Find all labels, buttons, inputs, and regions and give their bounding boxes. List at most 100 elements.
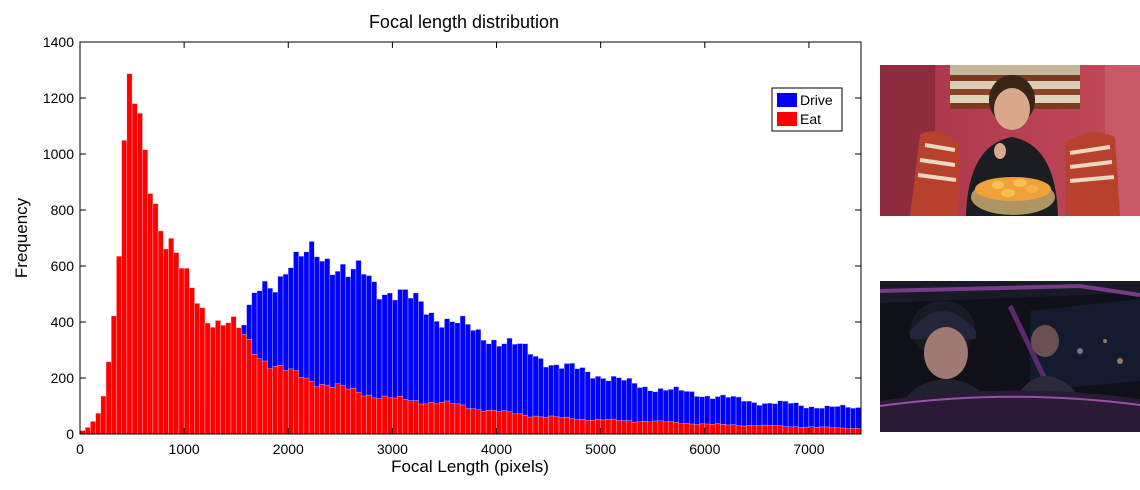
bar-eat [699,423,706,435]
bar-eat [850,428,857,435]
bar-eat [168,238,174,435]
bar-eat [600,419,607,435]
bar-eat [470,408,476,435]
bar-eat [444,400,450,435]
bar-eat [845,428,851,435]
bar-eat [126,73,133,435]
y-tick-label: 1400 [43,34,74,50]
y-tick-label: 1200 [43,90,74,106]
bar-eat [715,423,721,435]
bar-eat [459,404,466,435]
bar-eat [183,268,190,435]
y-tick-label: 0 [66,426,74,442]
bar-eat [163,248,169,435]
bar-eat [824,426,830,435]
bar-eat [782,426,789,435]
bar-eat [131,103,138,435]
bar-eat [423,403,430,435]
bar-eat [90,421,96,435]
bar-eat [173,252,180,435]
legend-label-drive: Drive [800,92,833,108]
boy-eating-chips-photo [880,65,1140,216]
bar-eat [683,423,690,435]
bar-eat [558,417,565,435]
bar-eat [262,360,268,435]
bar-eat [678,423,685,435]
bar-eat [376,398,383,435]
bar-eat [397,396,404,435]
bar-eat [147,193,154,435]
bar-eat [116,256,122,435]
bar-eat [371,397,377,435]
bar-eat [465,408,471,435]
eat-series [79,73,862,435]
bar-eat [298,377,305,435]
bar-eat [647,421,653,435]
bar-eat [105,361,112,435]
bar-eat [360,395,367,435]
bar-eat [517,413,523,435]
bar-eat [152,203,159,435]
bar-eat [235,327,242,435]
bar-eat [272,366,279,435]
bar-eat [230,316,237,435]
bar-eat [819,426,825,435]
bar-eat [277,365,284,435]
bar-eat [199,307,206,435]
bar-eat [631,421,638,435]
bar-eat [137,113,143,435]
bar-eat [267,368,273,435]
bar-eat [793,426,799,435]
bar-eat [204,322,211,435]
bar-eat [428,402,435,435]
x-tick-label: 3000 [377,441,408,457]
bar-eat [340,385,346,435]
legend-swatch-eat [777,112,797,126]
bar-eat [772,425,778,435]
legend-swatch-drive [777,93,797,107]
y-tick-label: 400 [51,314,75,330]
x-tick-label: 4000 [481,441,512,457]
bar-eat [308,381,315,435]
bar-eat [220,325,226,435]
bar-eat [100,395,107,435]
y-axis-ticks: 0 200 400 600 800 1000 1200 1400 [43,34,861,442]
bar-eat [381,395,388,435]
bar-eat [746,425,752,435]
bar-eat [813,426,820,435]
bar-eat [657,420,664,435]
bar-eat [579,419,586,435]
bar-eat [605,419,612,435]
bar-eat [673,422,679,435]
bar-eat [553,416,560,435]
bar-eat [688,423,695,435]
bar-eat [725,424,732,435]
bar-eat [209,327,216,435]
bar-eat [439,401,445,435]
bar-eat [537,416,544,435]
bar-eat [157,230,164,435]
bar-eat [324,384,331,435]
bar-eat [475,409,482,435]
x-axis-label: Focal Length (pixels) [391,457,549,476]
bar-eat [496,411,502,435]
bar-eat [95,412,102,435]
x-tick-label: 5000 [585,441,616,457]
legend: Drive Eat [771,87,843,132]
bar-eat [256,358,263,435]
bar-eat [761,424,768,435]
legend-label-eat: Eat [800,111,821,127]
bar-eat [501,410,508,435]
bar-eat [704,423,711,435]
bar-eat [652,420,659,435]
bar-eat [418,403,424,435]
bar-eat [735,425,742,435]
bar-eat [564,416,570,435]
bar-eat [506,411,513,435]
bar-eat [142,149,148,435]
y-tick-label: 600 [51,258,75,274]
bar-eat [392,397,398,435]
x-tick-label: 1000 [169,441,200,457]
bar-eat [85,427,91,435]
bar-eat [741,425,747,435]
